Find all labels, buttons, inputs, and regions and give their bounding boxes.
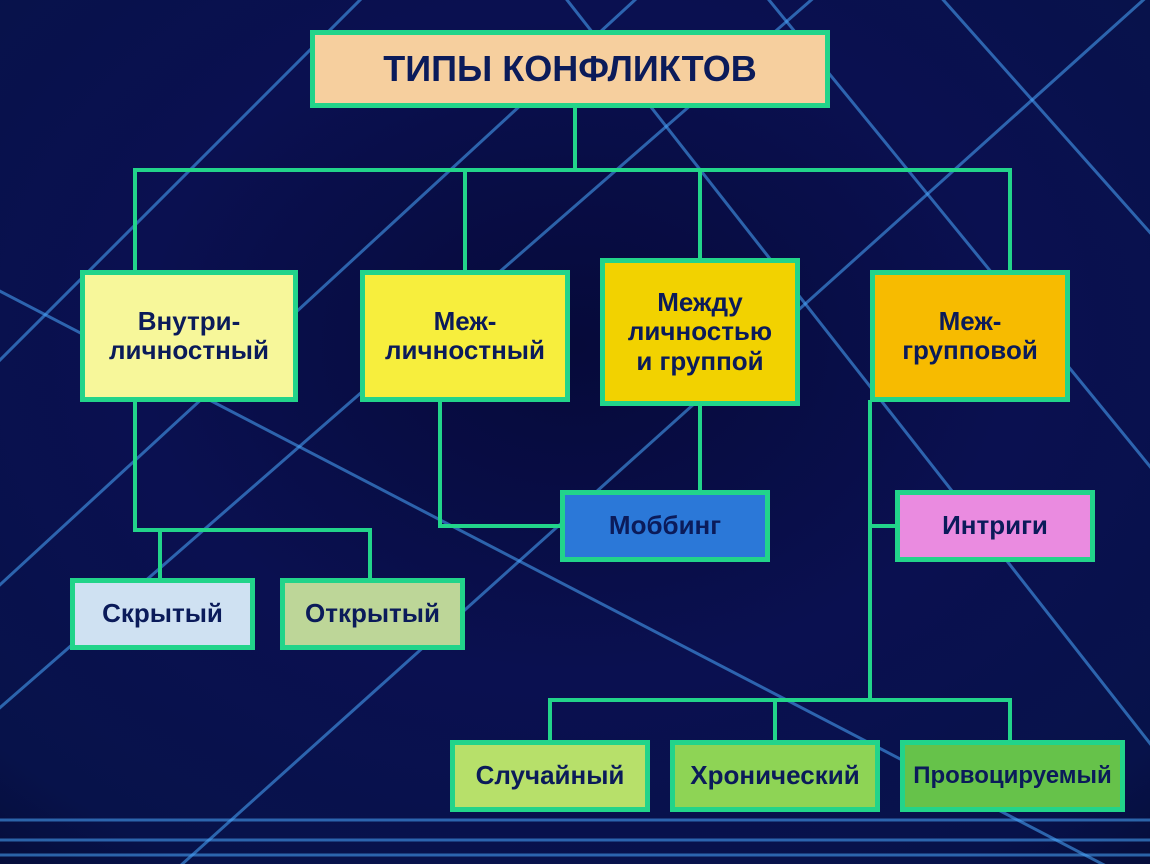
- node-hidden: Скрытый: [70, 578, 255, 650]
- node-label: Меж- личностный: [385, 307, 545, 365]
- background: [0, 0, 1150, 864]
- node-interpersonal: Меж- личностный: [360, 270, 570, 402]
- title-text: ТИПЫ КОНФЛИКТОВ: [383, 49, 756, 89]
- node-random: Случайный: [450, 740, 650, 812]
- node-label: Провоцируемый: [913, 763, 1112, 790]
- node-chronic: Хронический: [670, 740, 880, 812]
- node-open: Открытый: [280, 578, 465, 650]
- node-person-vs-group: Между личностью и группой: [600, 258, 800, 406]
- node-label: Случайный: [476, 761, 625, 790]
- node-label: Внутри- личностный: [109, 307, 269, 365]
- node-label: Хронический: [690, 761, 859, 790]
- node-label: Меж- групповой: [902, 307, 1038, 365]
- title-box: ТИПЫ КОНФЛИКТОВ: [310, 30, 830, 108]
- node-label: Скрытый: [102, 599, 223, 628]
- node-label: Между личностью и группой: [628, 288, 772, 375]
- node-intergroup: Меж- групповой: [870, 270, 1070, 402]
- node-mobbing: Моббинг: [560, 490, 770, 562]
- node-intrapersonal: Внутри- личностный: [80, 270, 298, 402]
- diagram-stage: ТИПЫ КОНФЛИКТОВ Внутри- личностный Меж- …: [0, 0, 1150, 864]
- node-label: Интриги: [942, 511, 1048, 540]
- node-label: Открытый: [305, 599, 440, 628]
- node-label: Моббинг: [609, 511, 721, 540]
- node-provoked: Провоцируемый: [900, 740, 1125, 812]
- node-intrigues: Интриги: [895, 490, 1095, 562]
